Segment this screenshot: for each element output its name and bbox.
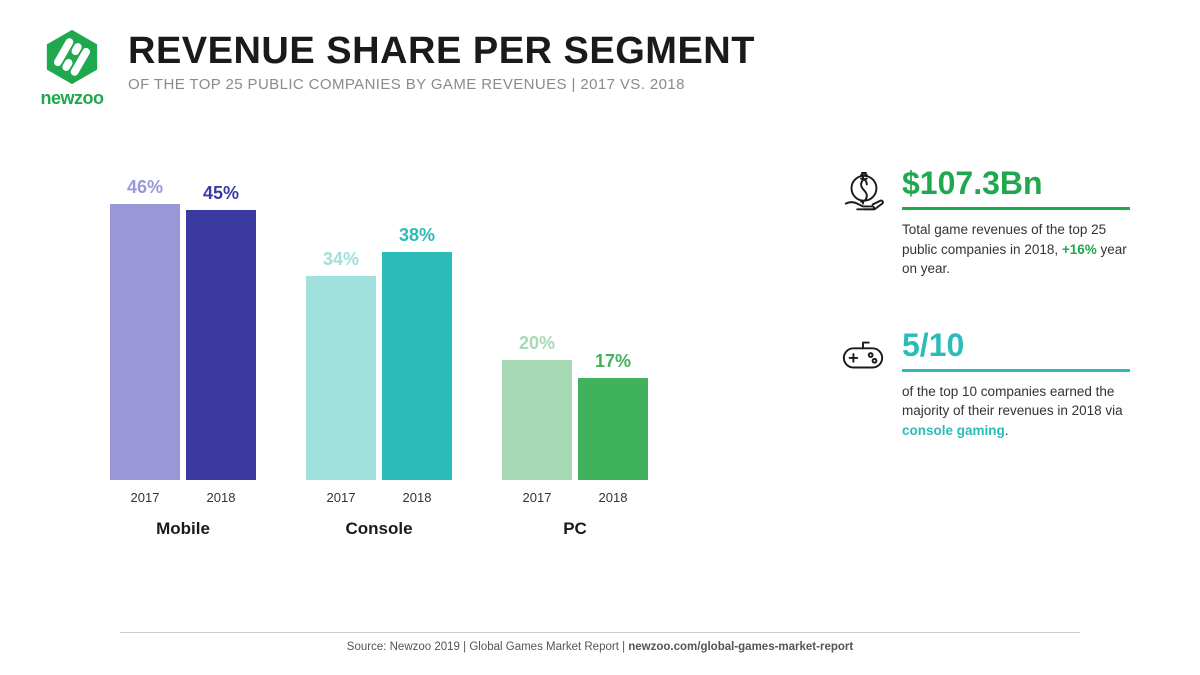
bar-rect [306,276,376,480]
bar-rect [382,252,452,480]
bar: 46% [110,177,180,480]
stat-headline: $107.3Bn [902,167,1130,199]
stat-underline [902,207,1130,210]
bar-rect [110,204,180,480]
group-label: Console [345,519,412,539]
bar-rect [186,210,256,480]
stat-body: $107.3Bn Total game revenues of the top 2… [902,167,1130,279]
bar-chart: 46% 45% 2017 2018 Mobile 34% 38% 2017 2018 Consol… [110,159,800,539]
bar-value-label: 34% [323,249,359,270]
bar-year-label: 2017 [110,490,180,505]
money-hand-icon [840,171,886,217]
bar-value-label: 17% [595,351,631,372]
bar: 38% [382,225,452,480]
brand-name: newzoo [41,88,104,109]
bar-value-label: 38% [399,225,435,246]
bar-value-label: 46% [127,177,163,198]
stat-block: 5/10 of the top 10 companies earned the m… [840,329,1130,441]
bar-pair: 34% 38% [306,150,452,480]
newzoo-logo-icon [43,28,101,86]
group-label: PC [563,519,587,539]
stat-description: of the top 10 companies earned the major… [902,382,1130,441]
bar-year-label: 2017 [306,490,376,505]
footer-source: Source: Newzoo 2019 | Global Games Marke… [120,632,1080,653]
stat-headline: 5/10 [902,329,1130,361]
title-block: REVENUE SHARE PER SEGMENT OF THE TOP 25 … [128,28,1160,93]
source-text: Source: Newzoo 2019 | Global Games Marke… [347,641,628,653]
bar: 20% [502,333,572,480]
stat-description: Total game revenues of the top 25 public… [902,220,1130,279]
source-link-text: newzoo.com/global-games-market-report [628,641,853,653]
bar-rect [502,360,572,480]
bar: 45% [186,183,256,480]
content: 46% 45% 2017 2018 Mobile 34% 38% 2017 2018 Consol… [0,109,1200,539]
bar-year-label: 2018 [578,490,648,505]
bar-group: 46% 45% 2017 2018 Mobile [110,150,256,539]
bar: 17% [578,351,648,480]
gamepad-icon [840,333,886,379]
stat-body: 5/10 of the top 10 companies earned the m… [902,329,1130,441]
header: newzoo REVENUE SHARE PER SEGMENT OF THE … [0,0,1200,109]
bar-year-label: 2018 [186,490,256,505]
bar-group: 34% 38% 2017 2018 Console [306,150,452,539]
page-subtitle: OF THE TOP 25 PUBLIC COMPANIES BY GAME R… [128,76,1160,93]
bar-value-label: 20% [519,333,555,354]
bar-pair: 20% 17% [502,150,648,480]
page-title: REVENUE SHARE PER SEGMENT [128,32,1160,72]
side-stats: $107.3Bn Total game revenues of the top 2… [840,159,1130,539]
bar-year-label: 2017 [502,490,572,505]
group-label: Mobile [156,519,210,539]
bar: 34% [306,249,376,480]
stat-highlight: console gaming [902,423,1005,438]
bar-rect [578,378,648,480]
bar-value-label: 45% [203,183,239,204]
bar-year-label: 2018 [382,490,452,505]
bar-group: 20% 17% 2017 2018 PC [502,150,648,539]
stat-block: $107.3Bn Total game revenues of the top 2… [840,167,1130,279]
stat-underline [902,369,1130,372]
bar-pair: 46% 45% [110,150,256,480]
brand-logo: newzoo [34,28,110,109]
stat-highlight: +16% [1062,242,1097,257]
